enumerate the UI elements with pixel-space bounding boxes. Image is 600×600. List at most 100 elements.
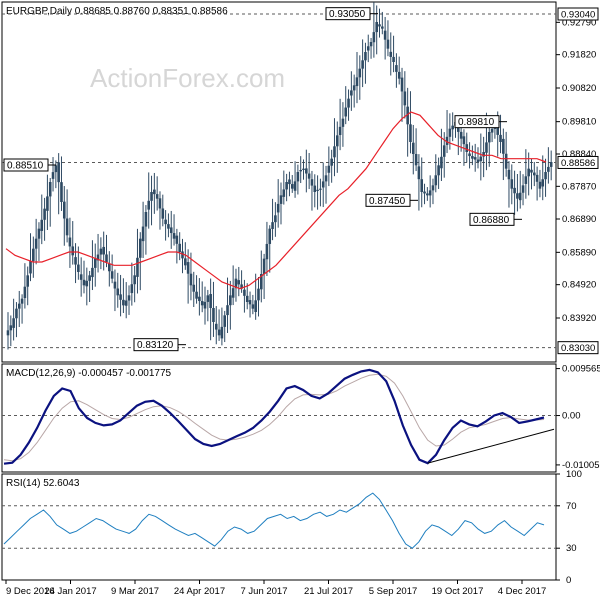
price-candle-body — [549, 162, 553, 167]
price-candle-body — [479, 156, 483, 162]
price-candle-body — [93, 258, 97, 268]
price-candle-body — [245, 295, 249, 302]
price-candle-body — [79, 274, 83, 280]
x-tick-label: 21 Jul 2017 — [304, 586, 353, 597]
price-candle-body — [538, 181, 542, 189]
price-candle-body — [262, 258, 266, 274]
price-candle-body — [409, 124, 412, 142]
rsi-y-tick-label: 70 — [566, 501, 577, 512]
price-candle-body — [369, 42, 373, 47]
price-candle-body — [521, 185, 525, 193]
price-candle-body — [395, 65, 398, 72]
price-right-label-box — [557, 7, 599, 21]
price-candle-body — [319, 188, 322, 190]
price-candle-body — [457, 125, 460, 132]
price-candle-body — [496, 127, 500, 135]
price-candle-body — [271, 222, 274, 229]
price-candle-body — [518, 192, 522, 201]
price-candle-body — [445, 136, 449, 145]
price-candle-body — [290, 184, 294, 189]
price-candle-body — [420, 179, 424, 192]
rsi-pane-title: RSI(14) 52.6043 — [6, 478, 80, 489]
price-candle-body — [397, 71, 401, 79]
rsi-line — [3, 492, 545, 549]
price-moving-average-line — [5, 111, 547, 290]
price-candle-body — [169, 227, 173, 234]
price-candle-body — [338, 126, 342, 136]
price-candle-body — [141, 226, 145, 242]
price-candle-body — [102, 246, 105, 255]
price-candle-body — [364, 52, 367, 61]
price-candle-body — [411, 142, 415, 155]
price-y-tick-label: 0.83920 — [562, 313, 596, 324]
price-candle-body — [32, 248, 35, 262]
price-candle-body — [487, 132, 491, 143]
macd-pane-frame — [1, 363, 557, 473]
price-candle-body — [462, 136, 466, 145]
price-candle-body — [347, 98, 350, 108]
price-candle-body — [186, 262, 190, 274]
price-candle-body — [307, 173, 311, 179]
price-candle-body — [71, 246, 75, 256]
price-candle-body — [212, 308, 215, 322]
price-candle-body — [366, 46, 370, 51]
x-tick-label: 9 Dec 2016 — [6, 586, 55, 597]
price-candle-body — [437, 165, 440, 176]
macd-signal-line — [3, 373, 545, 462]
price-candle-body — [530, 169, 533, 173]
price-candle-body — [524, 176, 528, 184]
price-candle-body — [268, 228, 272, 244]
price-candle-body — [229, 295, 232, 306]
price-candle-body — [448, 128, 452, 137]
price-candle-body — [119, 294, 122, 300]
price-annotation-label: 0.88510 — [7, 161, 44, 172]
price-candle-body — [434, 175, 438, 186]
price-annotation-label: 0.89810 — [458, 117, 495, 128]
price-candle-body — [15, 308, 18, 319]
price-candle-body — [251, 304, 255, 309]
price-candle-body — [442, 145, 446, 157]
macd-y-tick-label: -0.010056 — [562, 460, 600, 471]
price-candle-body — [428, 190, 432, 196]
price-y-tick-label: 0.91820 — [562, 50, 596, 61]
price-candle-body — [209, 294, 212, 309]
price-candle-body — [335, 135, 339, 147]
x-tick-label: 7 Jun 2017 — [240, 586, 287, 597]
watermark: ActionForex.com — [90, 63, 285, 93]
price-candle-body — [302, 168, 305, 170]
macd-line — [3, 368, 545, 465]
price-candle-body — [181, 251, 184, 259]
price-annotation-label: 0.87450 — [369, 196, 406, 207]
x-tick-label: 5 Sep 2017 — [369, 586, 418, 597]
price-candle-body — [54, 165, 58, 173]
price-candle-body — [381, 26, 384, 29]
price-candle-body — [136, 257, 139, 277]
price-candle-body — [113, 281, 117, 289]
price-candle-body — [476, 159, 480, 162]
price-candle-body — [231, 288, 235, 298]
price-candle-body — [62, 201, 66, 219]
x-tick-label: 24 Jan 2017 — [44, 586, 96, 597]
price-candle-body — [485, 142, 488, 153]
price-candle-body — [279, 195, 283, 204]
price-candle-body — [350, 90, 353, 96]
price-candle-body — [105, 254, 108, 262]
price-candle-body — [60, 182, 63, 202]
price-candle-body — [175, 235, 179, 244]
price-candle-body — [316, 189, 319, 191]
price-candle-body — [473, 157, 477, 160]
price-candle-body — [293, 181, 297, 191]
price-candle-body — [192, 284, 196, 292]
price-candle-body — [158, 198, 162, 209]
price-candle-body — [330, 158, 333, 166]
price-candle-body — [237, 280, 241, 285]
price-candle-body — [288, 179, 291, 185]
price-candle-body — [361, 60, 364, 69]
price-candle-body — [40, 219, 44, 231]
price-candle-body — [510, 179, 514, 189]
price-right-label-box — [557, 341, 599, 355]
price-y-tick-label: 0.87870 — [562, 181, 596, 192]
price-candle-body — [110, 271, 114, 279]
price-candle-body — [400, 77, 404, 92]
